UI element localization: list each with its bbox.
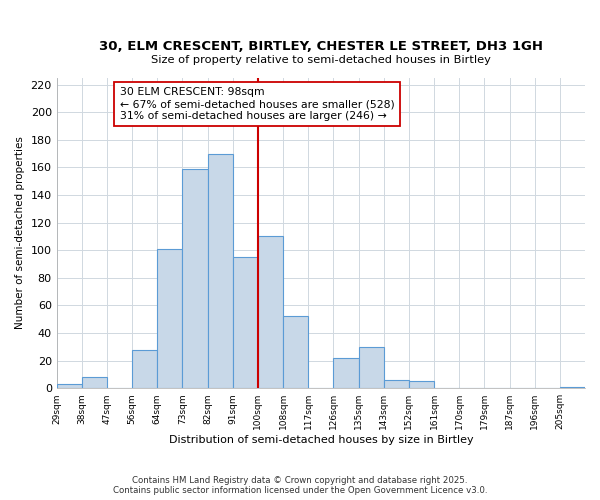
- Bar: [359, 347, 384, 388]
- Title: 30, ELM CRESCENT, BIRTLEY, CHESTER LE STREET, DH3 1GH: 30, ELM CRESCENT, BIRTLEY, CHESTER LE ST…: [99, 40, 543, 53]
- Bar: [56, 384, 82, 388]
- X-axis label: Distribution of semi-detached houses by size in Birtley: Distribution of semi-detached houses by …: [169, 435, 473, 445]
- Bar: [560, 387, 585, 388]
- Y-axis label: Number of semi-detached properties: Number of semi-detached properties: [15, 136, 25, 330]
- Text: Contains HM Land Registry data © Crown copyright and database right 2025.
Contai: Contains HM Land Registry data © Crown c…: [113, 476, 487, 495]
- Bar: [233, 257, 258, 388]
- Bar: [157, 249, 182, 388]
- Bar: [82, 377, 107, 388]
- Bar: [384, 380, 409, 388]
- Text: 30 ELM CRESCENT: 98sqm
← 67% of semi-detached houses are smaller (528)
31% of se: 30 ELM CRESCENT: 98sqm ← 67% of semi-det…: [119, 88, 394, 120]
- Text: Size of property relative to semi-detached houses in Birtley: Size of property relative to semi-detach…: [151, 56, 491, 66]
- Bar: [334, 358, 359, 388]
- Bar: [182, 169, 208, 388]
- Bar: [208, 154, 233, 388]
- Bar: [258, 236, 283, 388]
- Bar: [409, 382, 434, 388]
- Bar: [132, 350, 157, 388]
- Bar: [283, 316, 308, 388]
